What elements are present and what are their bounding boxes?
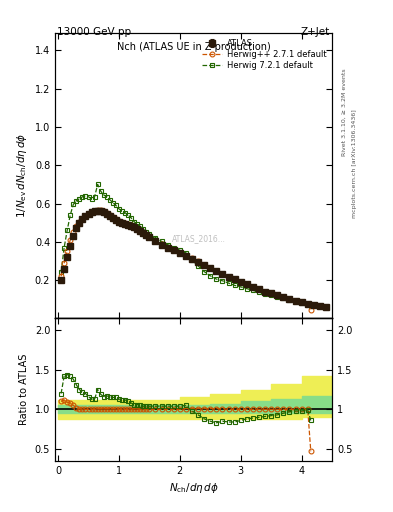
Line: Herwig 7.2.1 default: Herwig 7.2.1 default bbox=[59, 182, 313, 309]
Herwig 7.2.1 default bbox=[135, 221, 140, 227]
Herwig++ 2.7.1 default bbox=[68, 237, 73, 243]
Herwig 7.2.1 default bbox=[95, 181, 100, 187]
Legend: ATLAS, Herwig++ 2.7.1 default, Herwig 7.2.1 default: ATLAS, Herwig++ 2.7.1 default, Herwig 7.… bbox=[200, 37, 328, 72]
Y-axis label: Ratio to ATLAS: Ratio to ATLAS bbox=[19, 354, 29, 425]
Y-axis label: $1/N_\mathregular{ev}\,dN_\mathregular{ch}/d\eta\,d\phi$: $1/N_\mathregular{ev}\,dN_\mathregular{c… bbox=[15, 133, 29, 219]
Herwig++ 2.7.1 default bbox=[135, 226, 140, 232]
Herwig 7.2.1 default bbox=[65, 227, 70, 233]
Text: Rivet 3.1.10, ≥ 3.2M events: Rivet 3.1.10, ≥ 3.2M events bbox=[342, 69, 347, 157]
Herwig 7.2.1 default bbox=[208, 273, 213, 279]
Herwig++ 2.7.1 default bbox=[95, 207, 100, 214]
Text: Nch (ATLAS UE in Z production): Nch (ATLAS UE in Z production) bbox=[117, 42, 270, 52]
Herwig 7.2.1 default bbox=[214, 276, 219, 282]
Herwig 7.2.1 default bbox=[68, 212, 73, 218]
Herwig++ 2.7.1 default bbox=[214, 268, 219, 274]
Herwig++ 2.7.1 default bbox=[208, 265, 213, 271]
Text: 13000 GeV pp: 13000 GeV pp bbox=[57, 27, 131, 37]
Herwig 7.2.1 default bbox=[309, 304, 313, 310]
Herwig++ 2.7.1 default bbox=[59, 273, 63, 279]
Line: Herwig++ 2.7.1 default: Herwig++ 2.7.1 default bbox=[59, 208, 313, 312]
Text: ATLAS_2016...: ATLAS_2016... bbox=[172, 234, 226, 243]
X-axis label: $N_\mathregular{ch}/d\eta\,d\phi$: $N_\mathregular{ch}/d\eta\,d\phi$ bbox=[169, 481, 219, 495]
Herwig++ 2.7.1 default bbox=[107, 212, 112, 218]
Herwig 7.2.1 default bbox=[59, 269, 63, 275]
Text: Z+Jet: Z+Jet bbox=[301, 27, 330, 37]
Herwig 7.2.1 default bbox=[107, 197, 112, 203]
Herwig++ 2.7.1 default bbox=[309, 307, 313, 313]
Herwig++ 2.7.1 default bbox=[65, 248, 70, 254]
Text: mcplots.cern.ch [arXiv:1306.3436]: mcplots.cern.ch [arXiv:1306.3436] bbox=[352, 110, 357, 218]
